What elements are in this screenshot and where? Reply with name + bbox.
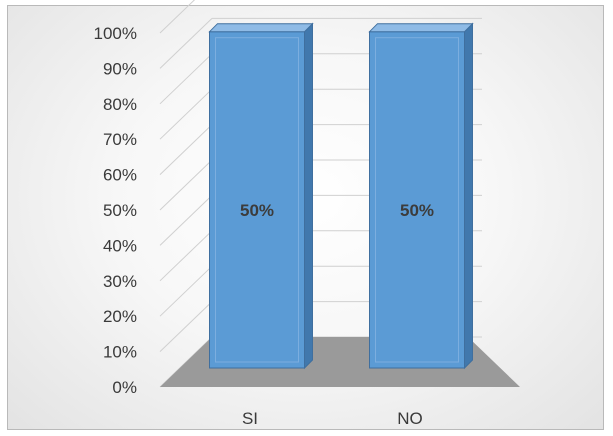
bar-top — [368, 23, 474, 33]
y-tick-label: 20% — [103, 307, 137, 326]
data-label: 50% — [240, 201, 274, 220]
bar-side — [304, 22, 313, 370]
side-wall-gridline — [159, 159, 213, 211]
y-tick-label: 100% — [94, 24, 137, 43]
side-wall-gridline — [159, 18, 213, 69]
bar — [209, 31, 305, 369]
y-tick-label: 80% — [103, 95, 137, 114]
side-wall-gridline — [159, 53, 213, 105]
bar-side — [464, 22, 473, 370]
side-wall-gridline — [159, 265, 213, 317]
data-label: 50% — [400, 201, 434, 220]
y-tick-label: 40% — [103, 236, 137, 255]
bar-highlight — [375, 37, 459, 363]
side-wall-gridline — [159, 88, 213, 140]
bar-top — [208, 23, 314, 33]
y-tick-label: 60% — [103, 166, 137, 185]
x-category-label: NO — [397, 409, 423, 428]
y-tick-label: 10% — [103, 343, 137, 362]
y-tick-label: 70% — [103, 130, 137, 149]
y-tick-label: 50% — [103, 201, 137, 220]
bar-highlight — [215, 37, 299, 363]
side-wall-gridline — [159, 230, 213, 282]
bar — [369, 31, 465, 369]
side-wall-gridline — [159, 195, 213, 246]
side-wall-gridline — [159, 0, 196, 34]
side-wall-gridline — [159, 124, 213, 175]
y-tick-label: 90% — [103, 59, 137, 78]
y-tick-label: 30% — [103, 272, 137, 291]
side-wall-gridline — [159, 301, 213, 352]
x-category-label: SI — [242, 409, 258, 428]
y-tick-label: 0% — [112, 378, 137, 397]
